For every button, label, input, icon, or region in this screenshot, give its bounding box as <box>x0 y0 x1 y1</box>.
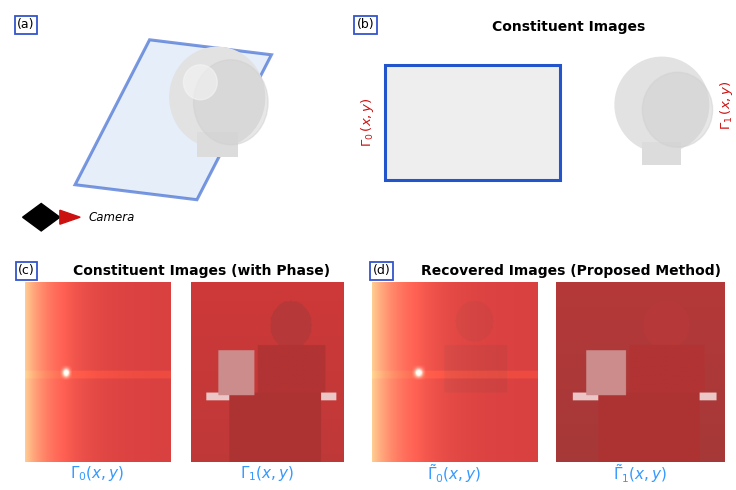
Bar <box>385 65 561 180</box>
Text: (a): (a) <box>17 18 35 31</box>
Text: Constituent Images (with Phase): Constituent Images (with Phase) <box>73 264 330 278</box>
Polygon shape <box>23 203 60 231</box>
Ellipse shape <box>183 65 217 100</box>
Text: Constituent Images: Constituent Images <box>492 20 645 34</box>
Text: $\Gamma_1\,(x,y)$: $\Gamma_1\,(x,y)$ <box>718 80 735 129</box>
Text: Recovered Images (Proposed Method): Recovered Images (Proposed Method) <box>421 264 721 278</box>
Text: (d): (d) <box>372 265 390 277</box>
Text: $\Gamma_1(x,y)$: $\Gamma_1(x,y)$ <box>240 464 294 483</box>
Ellipse shape <box>194 60 268 145</box>
Text: $\Gamma_0(x,y)$: $\Gamma_0(x,y)$ <box>70 464 124 483</box>
Text: $\Gamma_0\,(x,y)$: $\Gamma_0\,(x,y)$ <box>359 98 376 147</box>
Text: (b): (b) <box>357 18 374 31</box>
Bar <box>197 132 238 157</box>
Text: $\tilde{\Gamma}_0(x,y)$: $\tilde{\Gamma}_0(x,y)$ <box>428 462 481 485</box>
Ellipse shape <box>170 47 265 147</box>
Bar <box>643 142 682 165</box>
Text: Camera: Camera <box>88 211 135 224</box>
Ellipse shape <box>615 57 709 152</box>
Text: $\tilde{\Gamma}_1(x,y)$: $\tilde{\Gamma}_1(x,y)$ <box>613 462 668 485</box>
Polygon shape <box>75 40 272 200</box>
Ellipse shape <box>643 73 712 147</box>
Text: (c): (c) <box>18 265 35 277</box>
Polygon shape <box>60 210 80 224</box>
